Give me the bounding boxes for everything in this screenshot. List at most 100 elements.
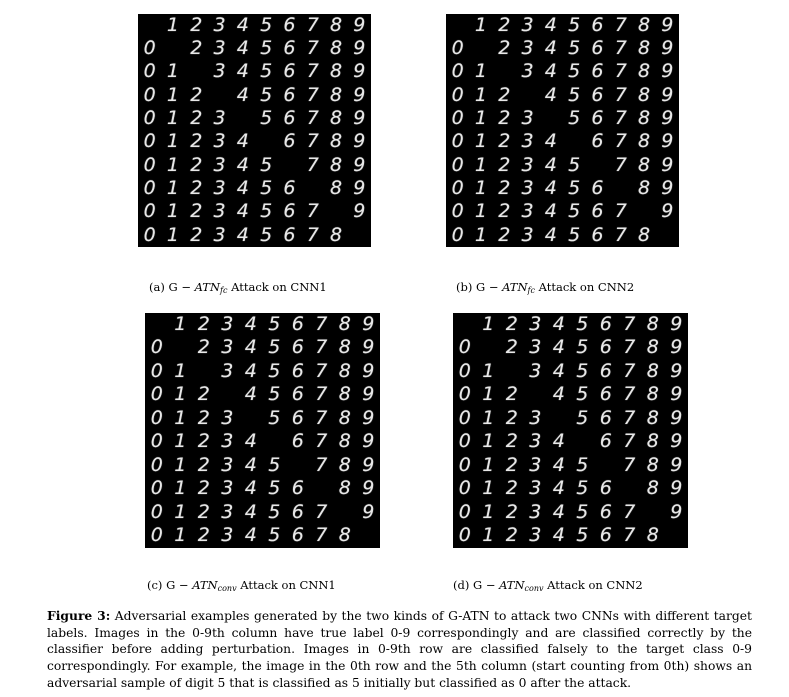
digit-sample: 1 — [474, 60, 487, 83]
digit-sample: 8 — [646, 359, 659, 382]
digit-sample: 2 — [505, 312, 518, 335]
digit-sample: 2 — [190, 130, 203, 153]
digit-sample: 9 — [661, 107, 674, 130]
digit-sample: 8 — [329, 130, 343, 153]
panel-a-caption: (a) G − ATNfc Attack on CNN1 — [149, 280, 327, 295]
digit-sample: 8 — [338, 406, 351, 429]
digit-sample: 7 — [306, 107, 319, 130]
digit-sample: 7 — [315, 406, 328, 429]
digit-sample: 3 — [529, 500, 542, 523]
digit-sample: 7 — [315, 383, 328, 406]
digit-sample: 8 — [646, 336, 659, 359]
digit-sample: 8 — [646, 430, 659, 453]
digit-sample: 4 — [236, 13, 249, 36]
digit-sample: 5 — [260, 60, 273, 83]
digit-sample: 1 — [474, 83, 487, 106]
digit-sample: 3 — [213, 176, 226, 199]
digit-sample: 0 — [458, 453, 471, 476]
digit-sample: 7 — [623, 453, 636, 476]
digit-sample: 0 — [150, 406, 163, 429]
digit-sample: 1 — [482, 453, 495, 476]
digit-sample: 7 — [614, 60, 627, 83]
digit-sample: 5 — [260, 176, 273, 199]
digit-sample: 2 — [190, 83, 203, 106]
digit-sample: 7 — [315, 430, 328, 453]
digit-sample: 0 — [451, 37, 464, 60]
digit-sample: 3 — [521, 176, 534, 199]
digit-sample: 3 — [529, 524, 542, 547]
digit-sample: 5 — [576, 359, 589, 382]
digit-sample: 6 — [599, 312, 612, 335]
digit-sample: 2 — [197, 312, 210, 335]
digit-sample: 7 — [623, 383, 636, 406]
digit-sample: 4 — [544, 223, 557, 246]
digit-sample: 5 — [260, 107, 273, 130]
digit-sample: 2 — [505, 406, 518, 429]
digit-sample: 0 — [458, 359, 471, 382]
digit-sample: 7 — [315, 312, 328, 335]
digit-sample: 3 — [521, 60, 534, 83]
digit-sample: 8 — [338, 359, 351, 382]
digit-sample: 9 — [670, 336, 683, 359]
digit-sample: 3 — [521, 223, 534, 246]
figure-caption: Figure 3: Adversarial examples generated… — [47, 608, 752, 692]
digit-sample: 6 — [599, 406, 612, 429]
digit-sample: 3 — [521, 153, 534, 176]
digit-sample: 0 — [150, 453, 163, 476]
digit-sample: 3 — [213, 60, 226, 83]
digit-sample: 8 — [646, 524, 659, 547]
digit-sample: 7 — [623, 406, 636, 429]
digit-sample: 3 — [213, 13, 226, 36]
digit-sample: 7 — [614, 107, 627, 130]
digit-sample: 0 — [451, 60, 464, 83]
digit-sample: 9 — [670, 359, 683, 382]
digit-sample: 4 — [236, 60, 249, 83]
digit-sample: 3 — [521, 37, 534, 60]
digit-sample: 0 — [451, 130, 464, 153]
digit-sample: 0 — [150, 383, 163, 406]
digit-sample: 7 — [315, 336, 328, 359]
digit-sample: 3 — [221, 477, 234, 500]
digit-sample: 0 — [458, 430, 471, 453]
digit-sample: 9 — [670, 453, 683, 476]
digit-sample: 9 — [362, 312, 375, 335]
digit-sample: 4 — [544, 130, 557, 153]
digit-sample: 1 — [482, 524, 495, 547]
digit-sample: 1 — [166, 153, 179, 176]
digit-sample: 2 — [498, 176, 511, 199]
digit-sample: 0 — [143, 60, 156, 83]
digit-sample: 6 — [291, 430, 304, 453]
digit-sample: 1 — [474, 13, 487, 36]
digit-sample: 4 — [244, 336, 257, 359]
digit-sample: 2 — [190, 37, 203, 60]
digit-sample: 4 — [236, 37, 249, 60]
digit-sample: 8 — [646, 477, 659, 500]
digit-sample: 1 — [474, 176, 487, 199]
digit-sample: 9 — [661, 176, 674, 199]
digit-sample: 1 — [166, 107, 179, 130]
digit-sample: 0 — [143, 200, 156, 223]
digit-sample: 7 — [614, 13, 627, 36]
digit-sample: 6 — [283, 83, 296, 106]
digit-sample: 5 — [268, 500, 281, 523]
digit-sample: 4 — [244, 312, 257, 335]
digit-sample: 9 — [353, 60, 366, 83]
digit-sample: 9 — [362, 500, 375, 523]
digit-sample: 8 — [329, 83, 343, 106]
digit-sample: 5 — [568, 13, 581, 36]
digit-sample: 5 — [268, 406, 281, 429]
digit-sample: 5 — [568, 107, 581, 130]
digit-sample: 6 — [291, 383, 304, 406]
